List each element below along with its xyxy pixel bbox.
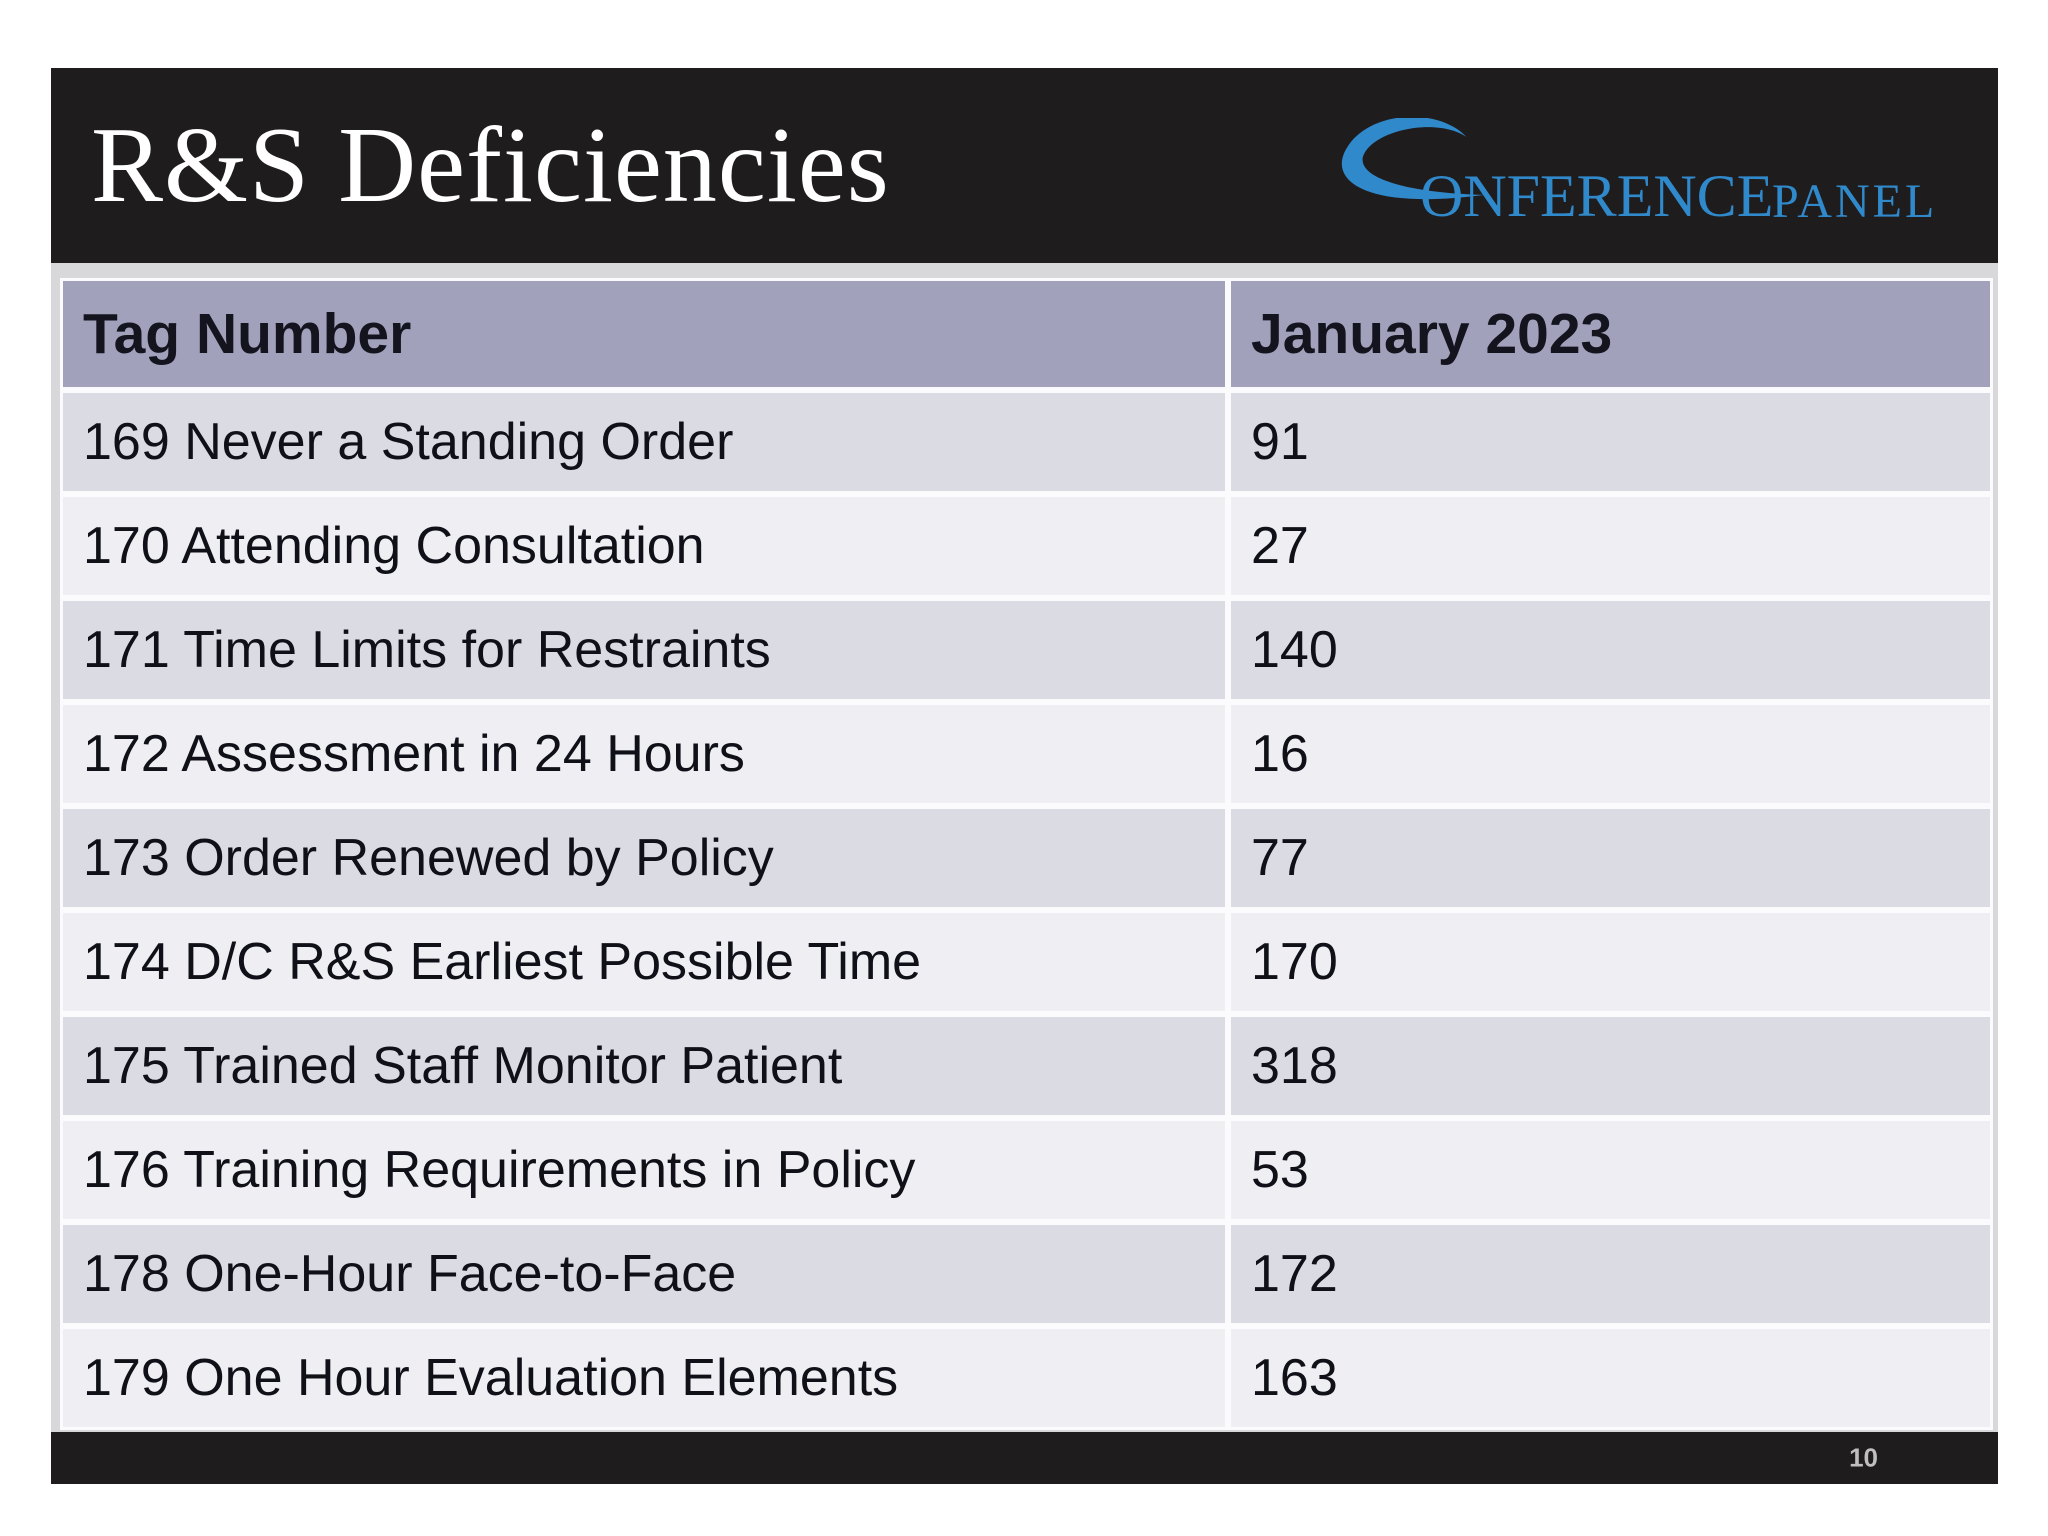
logo-c-swoosh-icon xyxy=(1341,118,1485,200)
slide-footer-band: 10 xyxy=(51,1432,1998,1484)
table-row-tag-cell: 178 One-Hour Face-to-Face xyxy=(63,1225,1225,1323)
slide-title: R&S Deficiencies xyxy=(91,106,890,225)
table-row-tag-cell: 173 Order Renewed by Policy xyxy=(63,809,1225,907)
logo-text-panel: PANEL xyxy=(1772,175,1938,228)
deficiencies-table: Tag Number January 2023 169 Never a Stan… xyxy=(60,278,1993,1430)
table-row-tag-cell: 172 Assessment in 24 Hours xyxy=(63,705,1225,803)
table-row-value-cell: 53 xyxy=(1231,1121,1990,1219)
conference-panel-logo: ONFERENCE PANEL xyxy=(1340,68,1940,263)
table-row-value-cell: 91 xyxy=(1231,393,1990,491)
table-row-tag-cell: 175 Trained Staff Monitor Patient xyxy=(63,1017,1225,1115)
presentation-slide: R&S Deficiencies ONFERENCE PANEL Tag Num… xyxy=(51,68,1998,1484)
table-row-tag-cell: 179 One Hour Evaluation Elements xyxy=(63,1329,1225,1427)
table-row-tag-cell: 174 D/C R&S Earliest Possible Time xyxy=(63,913,1225,1011)
slide-header-band: R&S Deficiencies ONFERENCE PANEL xyxy=(51,68,1998,263)
column-header-january-2023: January 2023 xyxy=(1231,281,1990,387)
table-row-value-cell: 318 xyxy=(1231,1017,1990,1115)
table-row-value-cell: 172 xyxy=(1231,1225,1990,1323)
table-row-value-cell: 77 xyxy=(1231,809,1990,907)
page-number: 10 xyxy=(1849,1442,1878,1473)
table-row-tag-cell: 169 Never a Standing Order xyxy=(63,393,1225,491)
slide-content-area: Tag Number January 2023 169 Never a Stan… xyxy=(51,263,1998,1432)
table-row-tag-cell: 170 Attending Consultation xyxy=(63,497,1225,595)
table-row-value-cell: 140 xyxy=(1231,601,1990,699)
table-row-tag-cell: 176 Training Requirements in Policy xyxy=(63,1121,1225,1219)
table-row-value-cell: 27 xyxy=(1231,497,1990,595)
table-row-value-cell: 170 xyxy=(1231,913,1990,1011)
table-row-tag-cell: 171 Time Limits for Restraints xyxy=(63,601,1225,699)
column-header-tag-number: Tag Number xyxy=(63,281,1225,387)
table-row-value-cell: 163 xyxy=(1231,1329,1990,1427)
table-row-value-cell: 16 xyxy=(1231,705,1990,803)
logo-text-conference: ONFERENCE xyxy=(1420,163,1774,229)
